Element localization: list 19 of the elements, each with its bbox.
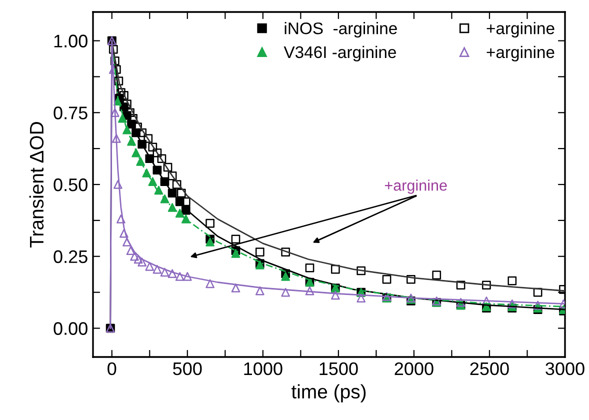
legend-label: +arginine <box>486 46 554 62</box>
x-tick-label: 3000 <box>546 362 584 376</box>
y-tick-label: 0.00 <box>54 322 88 335</box>
x-tick-label: 2500 <box>470 362 509 376</box>
annotation: +arginine <box>384 180 447 194</box>
legend-label: V346I -arginine <box>284 46 396 62</box>
x-tick-label: 2000 <box>394 362 434 376</box>
x-tick-label: 1500 <box>320 362 358 376</box>
x-axis-title: time (ps) <box>291 384 366 402</box>
x-tick-label: 500 <box>173 362 202 376</box>
legend-label: iNOS -arginine <box>284 22 397 38</box>
x-tick-label: 0 <box>108 362 116 376</box>
y-tick-label: 0.75 <box>54 106 88 120</box>
y-tick-label: 1.00 <box>54 34 88 48</box>
x-tick-label: 1000 <box>244 362 282 376</box>
y-tick-label: 0.50 <box>54 178 88 192</box>
y-tick-label: 0.25 <box>54 250 88 264</box>
y-axis-title: Transient ΔOD <box>29 122 44 248</box>
legend-label: +arginine <box>486 22 554 38</box>
